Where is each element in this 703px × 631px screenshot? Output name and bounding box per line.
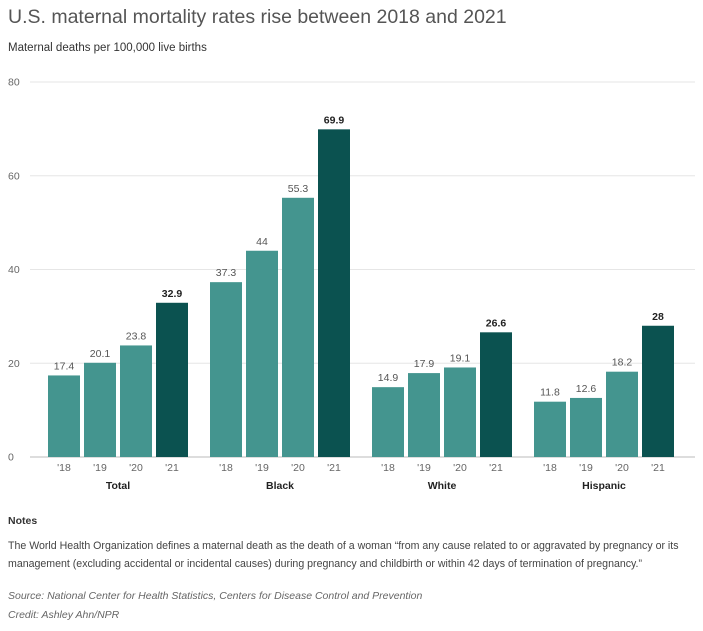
chart-title: U.S. maternal mortality rates rise betwe… — [8, 6, 507, 28]
data-label: 17.9 — [414, 358, 435, 370]
x-tick-label: '19 — [93, 462, 107, 474]
data-label: 14.9 — [378, 372, 399, 384]
x-tick-label: '20 — [453, 462, 467, 474]
x-tick-label: '20 — [129, 462, 143, 474]
x-tick-label: '18 — [543, 462, 557, 474]
data-label: 37.3 — [216, 267, 237, 279]
bar — [570, 397, 602, 457]
bar — [372, 387, 404, 457]
bar — [408, 373, 440, 457]
x-tick-label: '19 — [417, 462, 431, 474]
bar-chart: 0 20 40 60 80 17.4 '18 20.1 '19 23.8 '20 32.9 '21 Tot… — [8, 77, 695, 492]
x-tick-label: '18 — [57, 462, 71, 474]
y-tick-label: 80 — [8, 77, 20, 89]
group-label: Hispanic — [582, 480, 626, 492]
data-label: 20.1 — [90, 348, 111, 360]
x-tick-label: '19 — [579, 462, 593, 474]
x-tick-label: '21 — [489, 462, 503, 474]
y-tick-label: 40 — [8, 264, 20, 276]
data-label: 28 — [652, 311, 664, 323]
notes-text: The World Health Organization defines a … — [8, 540, 679, 570]
bar — [642, 325, 674, 457]
x-tick-label: '21 — [165, 462, 179, 474]
notes-heading: Notes — [8, 515, 38, 527]
y-tick-label: 60 — [8, 170, 20, 182]
source-line: Source: National Center for Health Stati… — [8, 590, 423, 602]
x-tick-label: '20 — [615, 462, 629, 474]
credit-line: Credit: Ashley Ahn/NPR — [8, 609, 120, 621]
data-label: 32.9 — [162, 288, 183, 300]
group-label: White — [428, 480, 457, 492]
x-tick-label: '21 — [651, 462, 665, 474]
chart-subtitle: Maternal deaths per 100,000 live births — [8, 42, 207, 54]
data-label: 18.2 — [612, 357, 633, 369]
x-tick-label: '19 — [255, 462, 269, 474]
data-label: 17.4 — [54, 360, 75, 372]
bar — [444, 367, 476, 457]
bar — [282, 197, 314, 457]
data-label: 12.6 — [576, 383, 597, 395]
x-tick-label: '18 — [381, 462, 395, 474]
bar — [156, 302, 188, 457]
bar — [120, 345, 152, 457]
bar — [534, 401, 566, 457]
data-label: 26.6 — [486, 317, 507, 329]
data-label: 44 — [256, 236, 268, 248]
data-label: 55.3 — [288, 183, 309, 195]
group-label: Total — [106, 480, 130, 492]
x-tick-label: '18 — [219, 462, 233, 474]
y-tick-label: 20 — [8, 358, 20, 370]
data-label: 11.8 — [540, 387, 560, 399]
data-label: 19.1 — [450, 352, 471, 364]
x-tick-label: '21 — [327, 462, 341, 474]
bar — [318, 129, 350, 457]
bar — [210, 282, 242, 457]
x-tick-label: '20 — [291, 462, 305, 474]
bar — [480, 332, 512, 457]
bar — [606, 371, 638, 457]
bar — [84, 362, 116, 457]
bar — [246, 250, 278, 457]
data-label: 23.8 — [126, 330, 147, 342]
bar — [48, 375, 80, 457]
y-tick-label: 0 — [8, 452, 14, 464]
data-label: 69.9 — [324, 114, 345, 126]
group-label: Black — [266, 480, 294, 492]
